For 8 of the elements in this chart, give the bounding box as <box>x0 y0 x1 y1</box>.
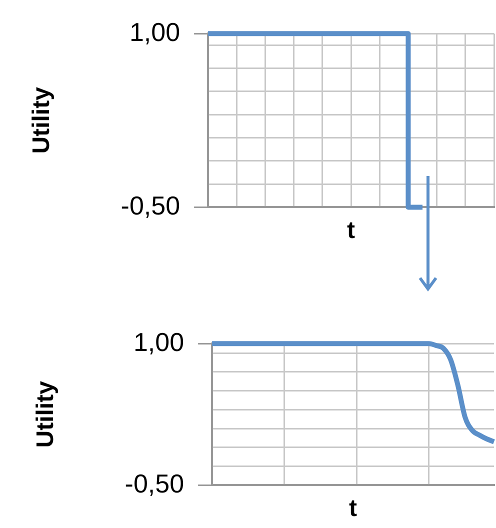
x-axis-title: t <box>347 217 356 244</box>
y-tick-label: -0,50 <box>124 468 184 498</box>
y-axis-title: Utility <box>28 86 56 154</box>
y-axis-title: Utility <box>32 380 60 448</box>
y-tick-label: 1,00 <box>129 16 180 47</box>
y-tick-label: -0,50 <box>120 190 180 220</box>
y-tick-label: 1,00 <box>133 326 184 357</box>
x-axis-title: t <box>349 495 358 522</box>
